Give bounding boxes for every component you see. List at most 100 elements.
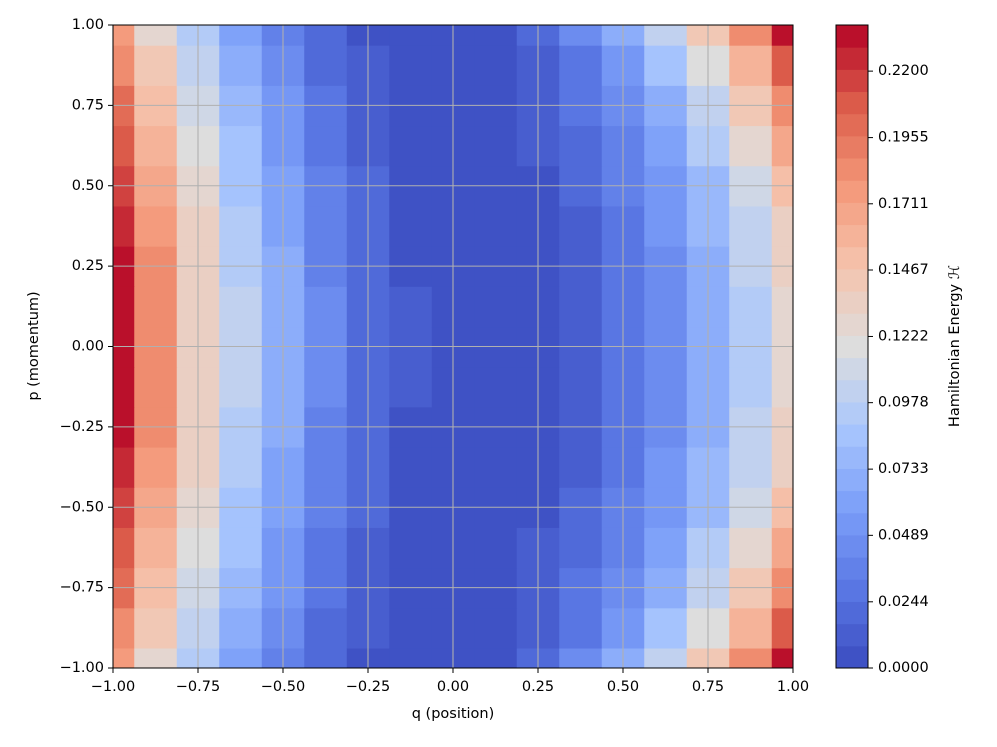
contour-cell	[304, 366, 348, 408]
contour-cell	[474, 125, 518, 167]
contour-cell	[771, 366, 793, 408]
contour-cell	[219, 607, 263, 649]
colorbar-band	[836, 91, 868, 115]
contour-cell	[113, 205, 135, 247]
contour-cell	[113, 286, 135, 328]
colorbar-tick-label: 0.1711	[878, 196, 929, 212]
contour-cell	[729, 125, 773, 167]
contour-cell	[219, 647, 263, 668]
colorbar-band	[836, 202, 868, 226]
contour-cell	[559, 125, 603, 167]
contour-cell	[729, 25, 773, 46]
contour-cell	[134, 45, 178, 86]
x-tick-label: −0.75	[176, 679, 220, 695]
x-tick-label: −0.25	[346, 679, 390, 695]
y-tick-label: −0.75	[60, 580, 104, 596]
contour-cell	[729, 527, 773, 569]
axes-frame	[112, 24, 794, 669]
contour-cell	[771, 205, 793, 247]
contour-cell	[389, 286, 433, 328]
contour-cell	[644, 125, 688, 167]
contour-cell	[559, 25, 603, 46]
contour-cell	[559, 286, 603, 328]
y-tick-label: 0.75	[72, 97, 104, 113]
colorbar-band	[836, 379, 868, 403]
contour-cell	[729, 286, 773, 328]
contour-cell	[304, 446, 348, 488]
contour-cell	[219, 446, 263, 488]
contour-cell	[134, 647, 178, 668]
colorbar-band	[836, 490, 868, 514]
y-axis-label: p (momentum)	[26, 291, 42, 400]
contour-cell	[134, 125, 178, 167]
colorbar-band	[836, 135, 868, 159]
contour-cell	[134, 25, 178, 46]
contour-cell	[304, 286, 348, 328]
contour-cell	[474, 25, 518, 46]
colorbar-band	[836, 291, 868, 314]
contour-cell	[134, 446, 178, 488]
contour-cell	[559, 647, 603, 668]
colorbar-band	[836, 645, 868, 669]
contour-cell	[304, 607, 348, 649]
contour-cell	[304, 125, 348, 167]
x-tick-label: 0.00	[437, 679, 469, 695]
contour-cell	[219, 527, 263, 569]
contour-cell	[644, 25, 688, 46]
contour-cell	[113, 647, 135, 668]
colorbar-tick-label: 0.1222	[878, 328, 929, 344]
contour-cell	[113, 607, 135, 649]
colorbar-tick-label: 0.0000	[878, 660, 929, 676]
colorbar-band	[836, 246, 868, 270]
contour-cell	[219, 366, 263, 408]
contour-cell	[304, 647, 348, 668]
colorbar-band	[836, 401, 868, 425]
contour-cell	[113, 527, 135, 569]
contour-cell	[559, 205, 603, 247]
contour-cell	[113, 125, 135, 167]
x-tick-label: 0.25	[522, 679, 554, 695]
contour-cell	[113, 45, 135, 86]
contour-cell	[474, 527, 518, 569]
colorbar-band	[836, 468, 868, 492]
contour-cell	[219, 125, 263, 167]
colorbar-tick-label: 0.0733	[878, 461, 929, 477]
colorbar-tick-label: 0.0244	[878, 594, 929, 610]
contour-cell	[559, 446, 603, 488]
contour-cell	[474, 45, 518, 86]
contour-cell	[219, 205, 263, 247]
colorbar-band	[836, 158, 868, 181]
contour-cell	[729, 446, 773, 488]
contour-cell	[113, 366, 135, 408]
contour-cell	[134, 527, 178, 569]
contour-cell	[389, 607, 433, 649]
contour-cell	[219, 25, 263, 46]
contour-cell	[771, 286, 793, 328]
contour-cell	[389, 366, 433, 408]
contour-cell	[771, 647, 793, 668]
colorbar-band	[836, 623, 868, 647]
colorbar-band	[836, 512, 868, 536]
contour-cell	[134, 607, 178, 649]
x-tick-label: −0.50	[261, 679, 305, 695]
contour-cell	[644, 607, 688, 649]
contour-cell	[389, 25, 433, 46]
contour-field	[113, 25, 793, 668]
contour-cell	[474, 446, 518, 488]
contour-cell	[729, 647, 773, 668]
contour-cell	[559, 366, 603, 408]
contour-cell	[644, 647, 688, 668]
contour-cell	[389, 205, 433, 247]
colorbar-band	[836, 224, 868, 248]
contour-cell	[644, 205, 688, 247]
contour-cell	[219, 286, 263, 328]
contour-cell	[219, 45, 263, 86]
y-tick-label: 0.25	[72, 258, 104, 274]
contour-cell	[644, 45, 688, 86]
colorbar-band	[836, 113, 868, 137]
x-tick-label: −1.00	[91, 679, 135, 695]
contour-cell	[644, 527, 688, 569]
contour-cell	[644, 286, 688, 328]
colorbar-label: Hamiltonian Energy ℋ	[947, 265, 963, 427]
colorbar-band	[836, 47, 868, 70]
